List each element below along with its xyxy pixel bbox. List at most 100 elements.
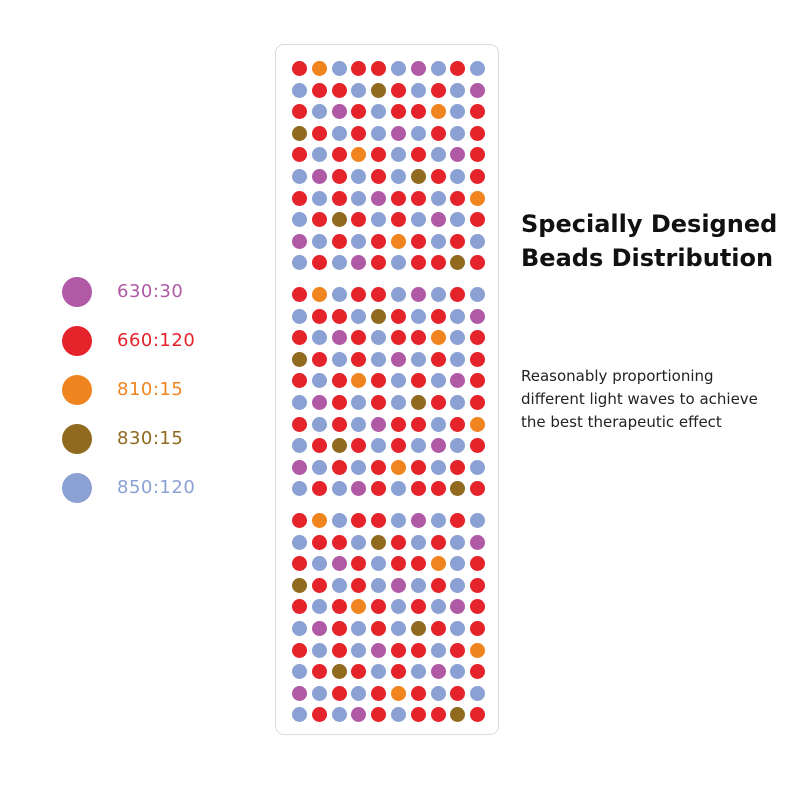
led-bead — [391, 438, 406, 454]
led-bead — [450, 438, 466, 454]
led-bead — [410, 395, 426, 410]
led-bead — [351, 190, 367, 206]
led-bead — [410, 642, 426, 658]
led-bead — [311, 513, 327, 528]
led-bead — [331, 534, 347, 550]
led-bead — [351, 255, 367, 271]
led-bead — [351, 82, 367, 98]
led-bead — [311, 330, 327, 346]
led-bead — [430, 308, 446, 324]
led-bead — [331, 438, 347, 454]
led-bead — [470, 125, 486, 141]
led-bead — [391, 190, 406, 206]
led-bead — [371, 373, 387, 389]
led-bead — [311, 534, 327, 550]
led-bead — [450, 621, 466, 636]
led-bead — [470, 599, 486, 615]
led-bead — [371, 147, 387, 163]
legend-label: 830:15 — [117, 428, 184, 449]
led-bead — [450, 534, 466, 550]
led-bead — [391, 351, 406, 367]
legend-label: 850:120 — [117, 477, 196, 498]
led-bead — [430, 642, 446, 658]
led-bead — [391, 513, 406, 528]
led-bead — [470, 534, 486, 550]
led-bead — [470, 287, 486, 302]
heading: Specially Designed Beads Distribution — [521, 207, 777, 275]
led-bead — [470, 459, 486, 475]
led-bead — [391, 534, 406, 550]
led-bead — [331, 416, 347, 432]
led-bead — [331, 169, 347, 184]
led-bead — [410, 513, 426, 528]
led-bead — [410, 416, 426, 432]
led-bead — [292, 104, 307, 120]
led-bead — [371, 664, 387, 680]
led-bead — [311, 707, 327, 723]
led-bead — [410, 599, 426, 615]
led-bead — [292, 330, 307, 346]
led-bead — [311, 459, 327, 475]
led-bead — [351, 438, 367, 454]
led-bead — [311, 685, 327, 701]
led-bead — [470, 233, 486, 249]
led-bead — [371, 707, 387, 723]
led-bead — [410, 459, 426, 475]
led-bead — [351, 513, 367, 528]
description-line-2: different light waves to achieve — [521, 390, 758, 408]
led-bead — [391, 255, 406, 271]
led-bead — [371, 287, 387, 302]
led-bead — [391, 685, 406, 701]
led-bead — [410, 82, 426, 98]
led-bead — [450, 190, 466, 206]
led-bead — [351, 330, 367, 346]
led-bead — [311, 255, 327, 271]
led-bead — [450, 513, 466, 528]
led-bead — [311, 287, 327, 302]
led-bead — [331, 308, 347, 324]
led-bead — [410, 233, 426, 249]
led-bead — [371, 621, 387, 636]
led-bead — [430, 416, 446, 432]
led-bead — [311, 577, 327, 593]
led-bead — [331, 685, 347, 701]
led-bead-panel — [275, 44, 499, 735]
led-bead — [450, 287, 466, 302]
led-bead — [450, 707, 466, 723]
led-bead — [430, 685, 446, 701]
led-bead — [311, 147, 327, 163]
led-bead — [470, 513, 486, 528]
led-bead — [410, 147, 426, 163]
led-bead — [351, 459, 367, 475]
led-bead — [450, 351, 466, 367]
led-bead — [351, 685, 367, 701]
led-bead — [371, 104, 387, 120]
legend-label: 810:15 — [117, 379, 184, 400]
led-bead — [470, 255, 486, 271]
led-bead — [371, 459, 387, 475]
led-bead — [331, 599, 347, 615]
led-bead — [430, 577, 446, 593]
led-bead — [311, 104, 327, 120]
led-bead — [391, 621, 406, 636]
led-bead — [371, 82, 387, 98]
led-bead — [311, 373, 327, 389]
led-bead — [371, 308, 387, 324]
led-bead — [331, 287, 347, 302]
led-bead — [430, 233, 446, 249]
led-bead — [292, 534, 307, 550]
violet-circle-icon — [62, 277, 92, 307]
led-bead — [470, 212, 486, 228]
led-bead — [391, 599, 406, 615]
led-bead — [311, 395, 327, 410]
blue-circle-icon — [62, 473, 92, 503]
led-bead — [351, 534, 367, 550]
led-bead — [331, 459, 347, 475]
led-bead — [351, 642, 367, 658]
led-bead — [450, 642, 466, 658]
led-bead — [351, 556, 367, 572]
description: Reasonably proportioning different light… — [521, 365, 791, 434]
led-bead — [391, 147, 406, 163]
led-bead — [410, 685, 426, 701]
led-bead — [410, 534, 426, 550]
